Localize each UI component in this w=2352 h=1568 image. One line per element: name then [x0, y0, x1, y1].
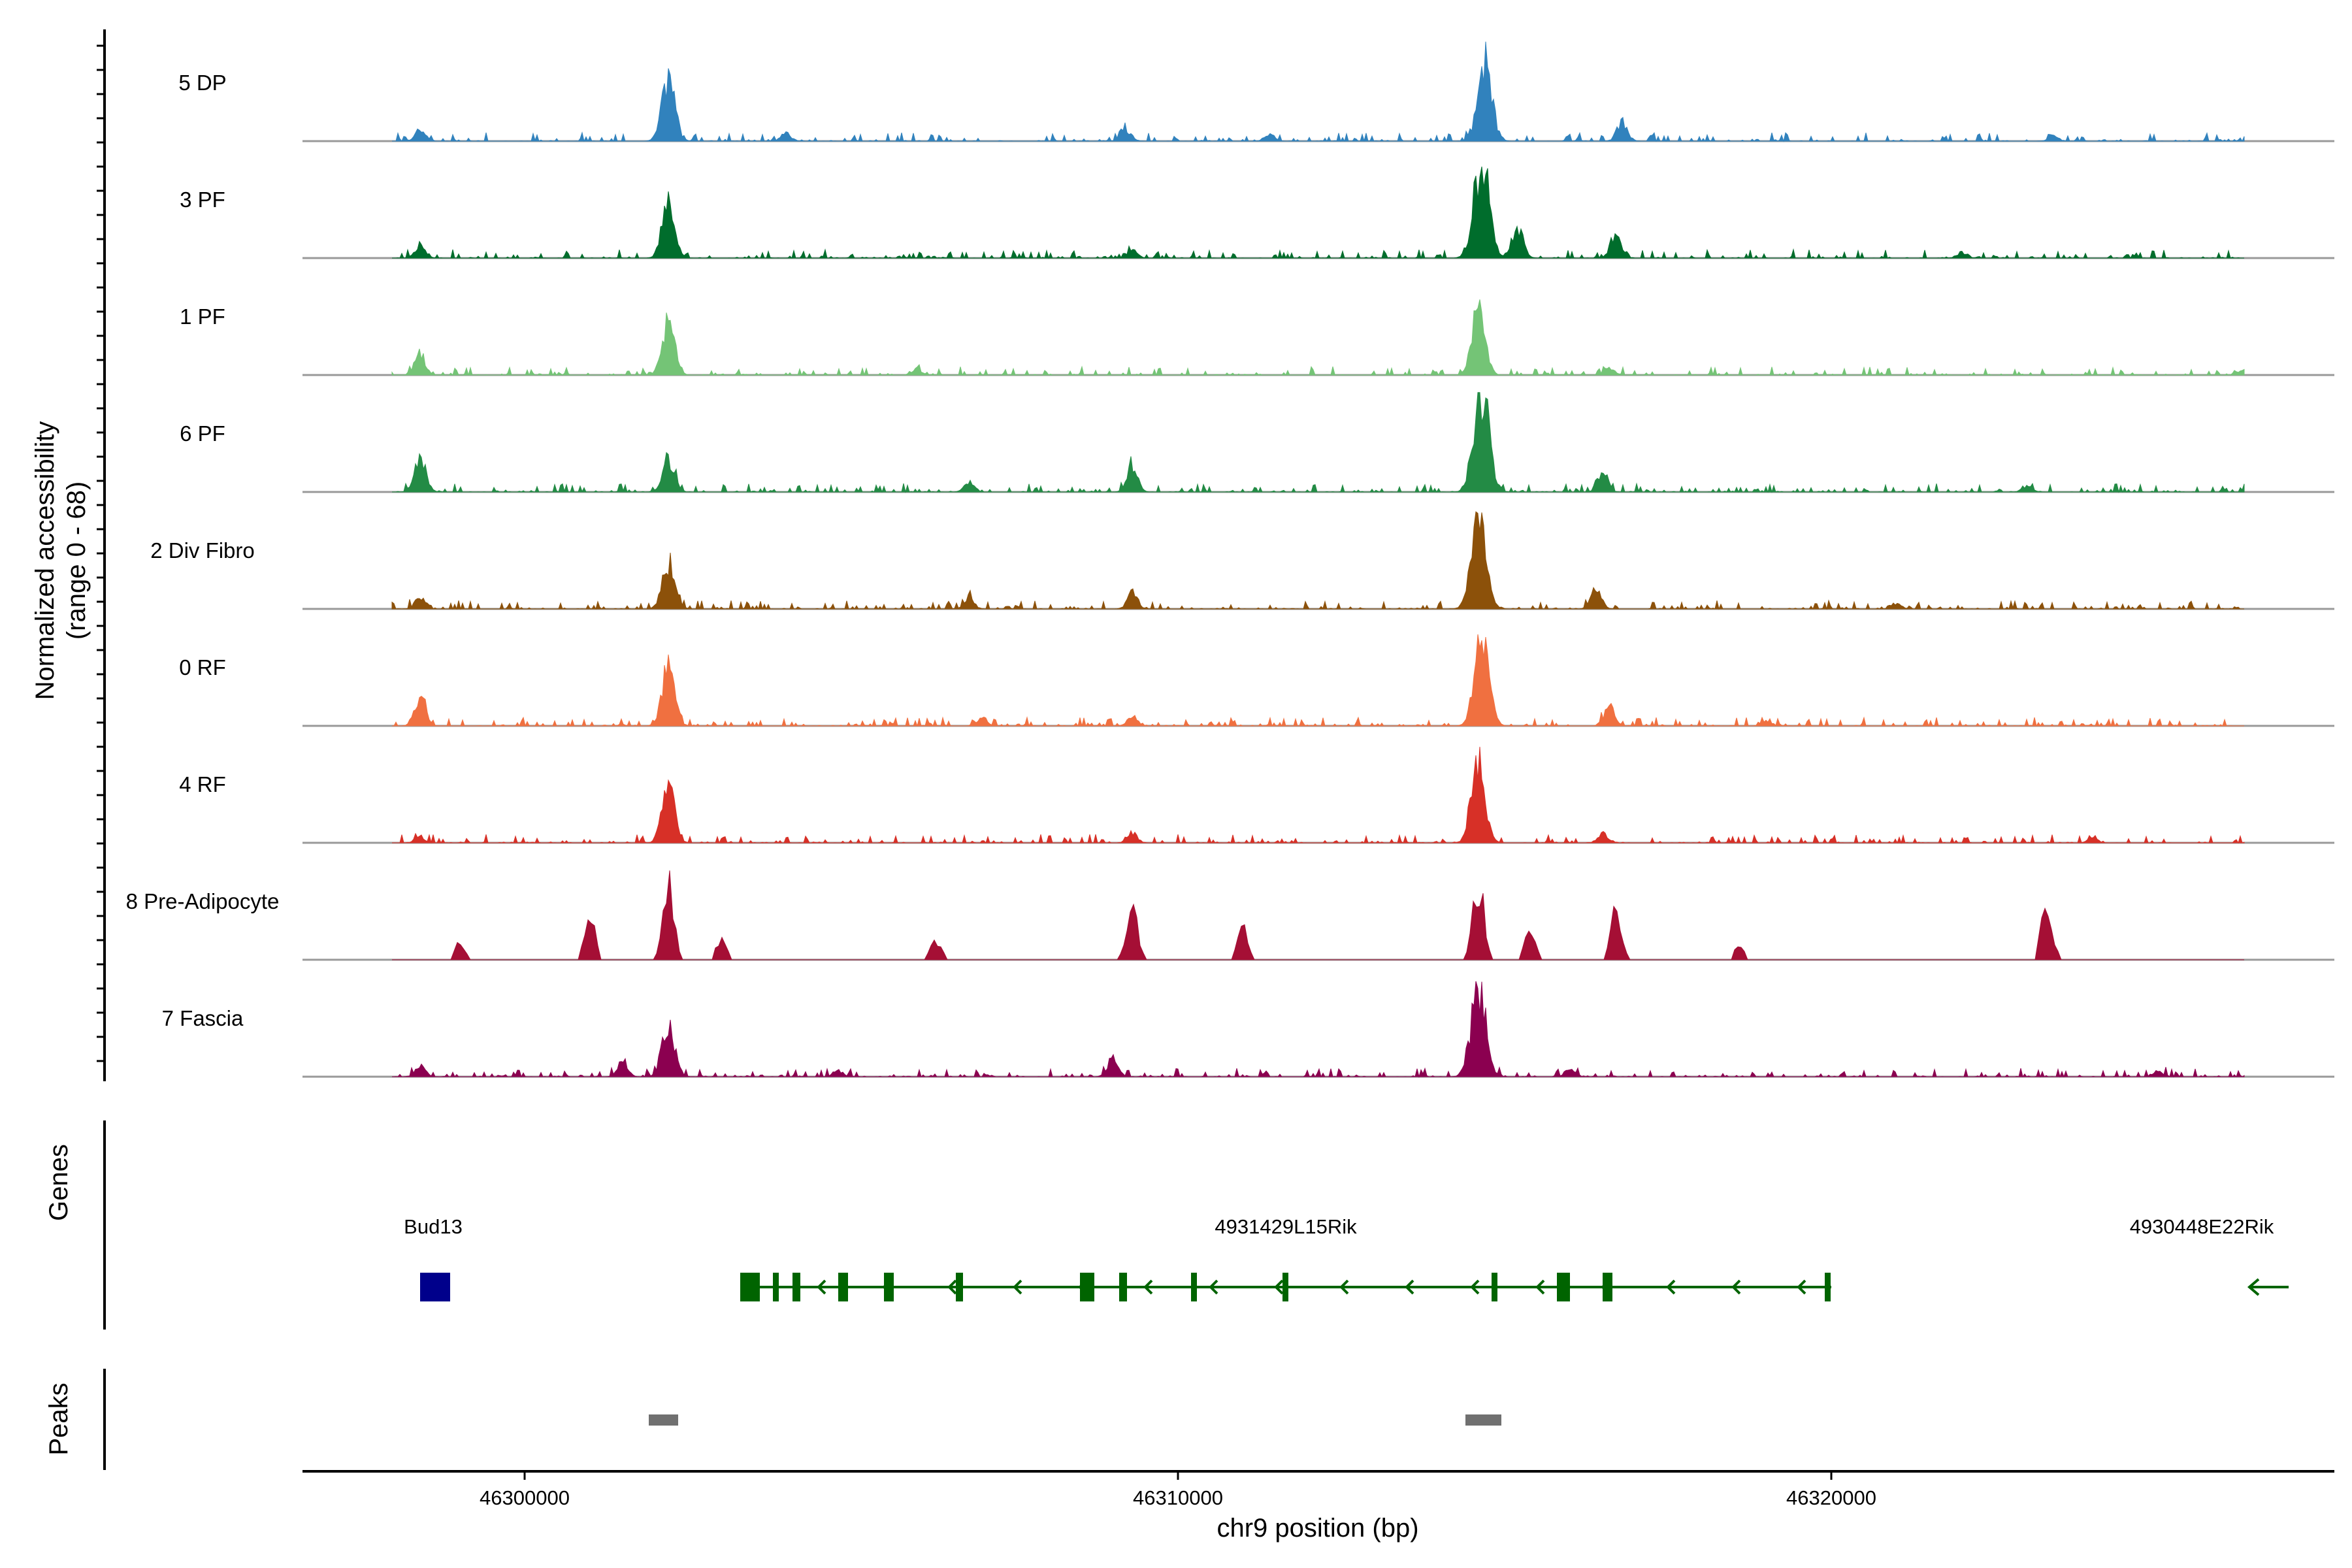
strand-arrow: [1274, 1279, 1284, 1295]
track-0-rf: 0 RF: [179, 634, 2334, 727]
gene-exon: [1191, 1273, 1197, 1301]
track-7-fascia: 7 Fascia: [162, 981, 2334, 1078]
strand-arrow: [1797, 1279, 1806, 1295]
strand-arrow: [1666, 1279, 1676, 1295]
strand-arrow: [817, 1279, 826, 1295]
track-label: 3 PF: [180, 188, 225, 212]
gene-exon: [1557, 1273, 1570, 1301]
gene-exon: [792, 1273, 800, 1301]
strand-arrow: [1078, 1279, 1088, 1295]
coverage-area: [392, 747, 2245, 844]
x-tick-label: 46300000: [480, 1486, 570, 1509]
track-label: 8 Pre-Adipocyte: [126, 889, 280, 913]
genes-panel: Bud13 4931429L15Rik 4930448E22Rik: [103, 1120, 2289, 1330]
gene-4930448e22rik: 4930448E22Rik: [2130, 1215, 2289, 1296]
strand-arrow: [1405, 1279, 1414, 1295]
coverage-area: [392, 167, 2244, 259]
strand-arrow: [1013, 1279, 1022, 1295]
strand-arrow: [1731, 1279, 1741, 1295]
track-5-dp: 5 DP: [178, 41, 2334, 142]
strand-arrow: [1470, 1279, 1480, 1295]
track-label: 4 RF: [179, 772, 226, 796]
gene-exon: [1603, 1273, 1612, 1301]
gene-exon: [838, 1273, 848, 1301]
coverage-area: [392, 634, 2244, 727]
coverage-area: [392, 392, 2245, 493]
gene-bud13: Bud13: [404, 1215, 463, 1301]
track-2-div-fibro: 2 Div Fibro: [150, 511, 2334, 610]
track-label: 1 PF: [180, 304, 225, 329]
gene-label: 4930448E22Rik: [2130, 1215, 2274, 1238]
gene-exon: [740, 1273, 760, 1301]
coverage-area: [391, 511, 2244, 610]
track-6-pf: 6 PF: [180, 392, 2334, 493]
track-label: 2 Div Fibro: [150, 538, 255, 563]
track-3-pf: 3 PF: [180, 167, 2334, 259]
strand-arrow: [1143, 1279, 1153, 1295]
gene-label: 4931429L15Rik: [1215, 1215, 1357, 1238]
track-label: 7 Fascia: [162, 1006, 244, 1030]
x-axis: 46300000 46310000 46320000: [302, 1470, 2334, 1509]
gene-exon: [773, 1273, 779, 1301]
gene-exon: [1492, 1273, 1497, 1301]
gene-4931429l15rik: 4931429L15Rik: [740, 1215, 1831, 1301]
genes-panel-label: Genes: [44, 1144, 73, 1221]
track-8-pre-adipocyte: 8 Pre-Adipocyte: [126, 870, 2334, 961]
gene-exon: [1119, 1273, 1127, 1301]
gene-exon: [1825, 1273, 1831, 1301]
strand-arrow: [2247, 1278, 2260, 1296]
track-label: 5 DP: [178, 71, 226, 95]
coverage-area: [391, 299, 2245, 376]
strand-arrow: [1601, 1279, 1610, 1295]
coverage-area: [392, 981, 2245, 1078]
peak-region: [1465, 1414, 1501, 1426]
strand-arrow: [1209, 1279, 1218, 1295]
coverage-area: [392, 41, 2245, 142]
strand-arrow: [1535, 1279, 1545, 1295]
x-axis-label: chr9 position (bp): [1217, 1514, 1418, 1543]
gene-exon: [884, 1273, 894, 1301]
gene-exon: [956, 1273, 963, 1301]
strand-arrow: [882, 1279, 892, 1295]
coverage-panel: 5 DP 3 PF 1 PF 6 PF 2 Div Fibro 0 RF 4 RF 8 Pre…: [97, 29, 2334, 1081]
y-axis-range-label: (range 0 - 68): [62, 482, 91, 640]
track-label: 0 RF: [179, 655, 226, 679]
x-tick-label: 46310000: [1133, 1486, 1223, 1509]
track-1-pf: 1 PF: [180, 299, 2334, 376]
peaks-panel: [103, 1369, 1501, 1470]
coverage-area: [392, 870, 2244, 960]
peaks-panel-label: Peaks: [44, 1382, 73, 1455]
peak-region: [649, 1414, 678, 1426]
strand-arrow: [1339, 1279, 1349, 1295]
gene-exon: [1282, 1273, 1288, 1301]
x-tick-label: 46320000: [1786, 1486, 1876, 1509]
gene-exon: [1080, 1273, 1094, 1301]
strand-arrow: [947, 1279, 957, 1295]
gene-exon: [420, 1273, 450, 1301]
gene-label: Bud13: [404, 1215, 463, 1238]
track-label: 6 PF: [180, 421, 225, 446]
track-4-rf: 4 RF: [179, 747, 2334, 844]
y-axis-label: Normalized accessibility: [31, 421, 59, 700]
